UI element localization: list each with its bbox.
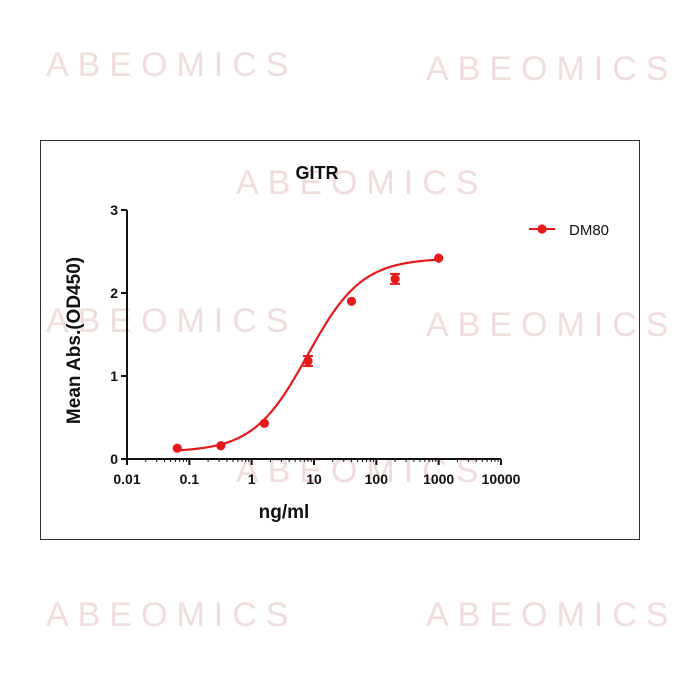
x-axis-title: ng/ml xyxy=(259,502,310,523)
y-tick-label: 0 xyxy=(110,451,118,467)
y-axis-title: Mean Abs.(OD450) xyxy=(64,257,85,424)
watermark: ABEOMICS xyxy=(426,596,678,634)
y-tick-label: 2 xyxy=(110,285,118,301)
watermark: ABEOMICS xyxy=(46,46,298,84)
fit-curve xyxy=(177,258,439,452)
legend-label: DM80 xyxy=(569,222,609,239)
watermark: ABEOMICS xyxy=(236,164,488,202)
x-tick-label: 0.01 xyxy=(113,471,140,487)
chart-title: GITR xyxy=(296,163,339,183)
data-point xyxy=(390,274,400,284)
x-tick-label: 10 xyxy=(306,471,322,487)
legend-marker xyxy=(537,224,547,234)
data-point xyxy=(346,296,357,306)
data-point xyxy=(216,441,226,451)
data-point xyxy=(434,253,444,263)
y-tick-label: 1 xyxy=(110,368,118,384)
watermark: ABEOMICS xyxy=(46,596,298,634)
x-tick-label: 1 xyxy=(248,471,256,487)
data-point xyxy=(303,356,313,366)
x-tick-label: 100 xyxy=(365,471,389,487)
data-point xyxy=(259,418,269,428)
watermark: ABEOMICS xyxy=(46,302,298,340)
chart: GITR 0 1 2 3 0.01 0.1 1 10 100 1000 10000 ng/ml Mean … xyxy=(64,163,609,523)
watermark: ABEOMICS xyxy=(426,306,678,344)
data-point xyxy=(172,443,182,453)
x-tick-label: 0.1 xyxy=(180,471,200,487)
x-tick-label: 10000 xyxy=(482,471,521,487)
chart-frame: GITR 0 1 2 3 0.01 0.1 1 10 100 1000 10000 ng/ml Mean … xyxy=(40,140,640,540)
watermark: ABEOMICS xyxy=(426,50,678,88)
x-tick-label: 1000 xyxy=(423,471,454,487)
y-tick-label: 3 xyxy=(110,202,118,218)
